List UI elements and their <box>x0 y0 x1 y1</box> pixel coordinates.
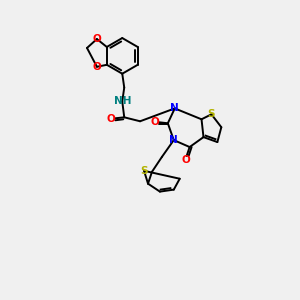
Text: N: N <box>169 135 178 145</box>
Text: O: O <box>92 34 101 44</box>
Text: O: O <box>181 155 190 165</box>
Text: S: S <box>140 166 148 176</box>
Text: O: O <box>107 114 116 124</box>
Text: O: O <box>151 117 159 127</box>
Text: O: O <box>92 62 101 72</box>
Text: S: S <box>208 109 215 119</box>
Text: N: N <box>170 103 179 113</box>
Text: NH: NH <box>113 97 131 106</box>
